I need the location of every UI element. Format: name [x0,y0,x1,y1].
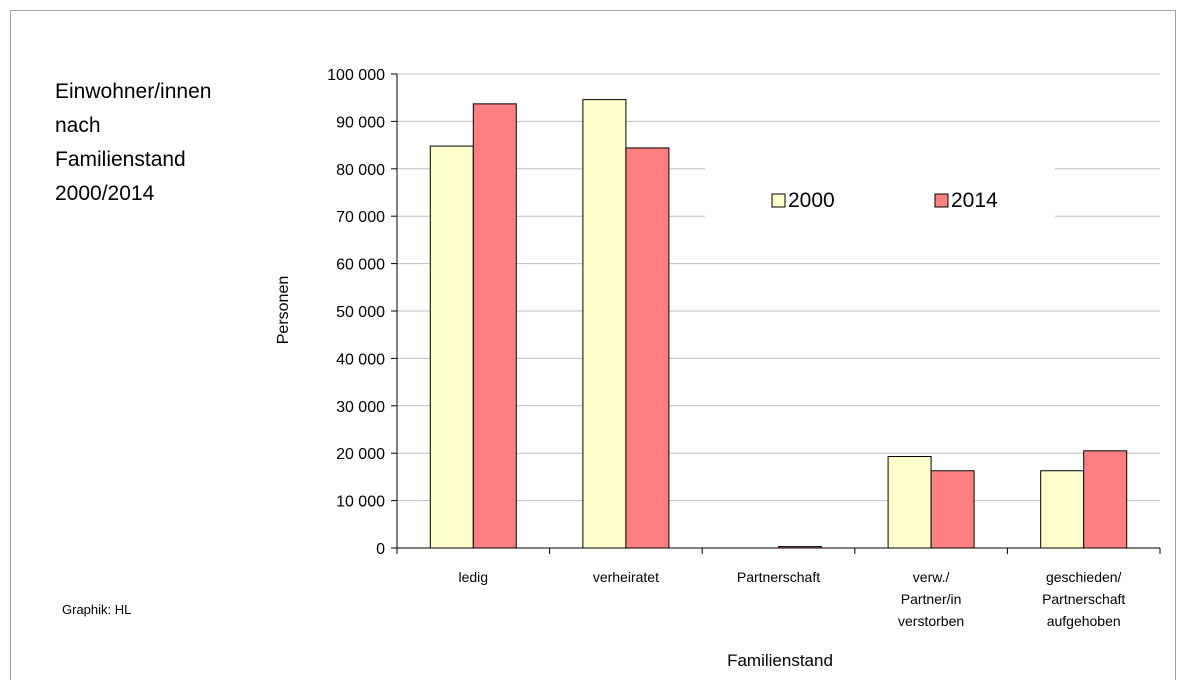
y-tick-label: 0 [376,541,385,558]
y-tick-label: 60 000 [336,257,385,274]
y-tick-label: 40 000 [336,351,385,368]
x-tick-label: verw./Partner/in verstorben [898,569,964,629]
legend-label: 2014 [951,189,998,212]
y-tick-label: 70 000 [336,209,385,226]
chart-frame [10,10,1176,680]
y-tick-label: 10 000 [336,494,385,511]
bar [429,145,474,549]
y-tick-labels: 0 10 000 20 000 30 000 40 000 50 000 60 000 70 … [327,67,385,558]
x-axis-label: Familienstand [727,651,833,670]
legend-swatch [771,193,786,208]
legend-label: 2000 [788,189,835,212]
x-tick-label: ledig [459,569,489,585]
bar [1083,450,1128,549]
x-tick-label: geschieden/Partnerschaft aufgehoben [1042,569,1125,629]
y-tick-label: 50 000 [336,304,385,321]
source-note: Graphik: HL [62,602,131,617]
y-tick-label: 100 000 [327,67,385,84]
y-tick-label: 90 000 [336,114,385,131]
x-tick-label: verheiratet [593,569,659,585]
legend-swatch [934,193,949,208]
y-tick-label: 30 000 [336,399,385,416]
bar [582,99,627,549]
bar [930,470,975,549]
y-tick-label: 80 000 [336,162,385,179]
bar [887,456,932,549]
bar [472,103,517,549]
bars [429,99,1128,549]
legend: 2000 2014 [705,160,1055,242]
y-tick-label: 20 000 [336,446,385,463]
bar [625,147,670,549]
bar [1040,470,1085,549]
x-tick-labels: ledig verheiratet Partnerschaft verw./Partn… [459,569,1126,629]
legend-box [705,160,1055,242]
y-axis-label: Personen [275,276,292,345]
axes [396,74,1161,554]
x-tick-label: Partnerschaft [737,569,820,585]
chart-title: Einwohner/innen nach Familienstand 2000/201… [55,80,211,205]
